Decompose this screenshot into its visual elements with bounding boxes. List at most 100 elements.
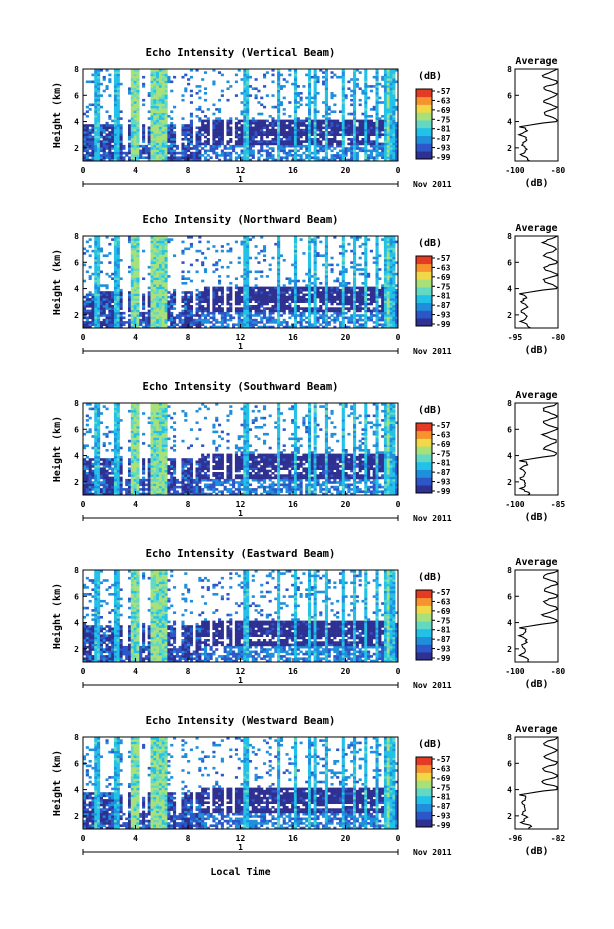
heatmap-cell [212, 314, 216, 317]
heatmap-cell [308, 105, 312, 109]
heatmap-cell [330, 298, 334, 301]
heatmap-cell [246, 300, 250, 303]
heatmap-cell [313, 85, 317, 88]
colorbar-band [416, 294, 432, 303]
heatmap-cell [338, 142, 343, 146]
heatmap-cell [257, 112, 261, 116]
heatmap-cell [341, 151, 345, 155]
heatmap-cell [150, 112, 154, 116]
heatmap-cell [161, 69, 165, 72]
heatmap-cell [136, 284, 140, 287]
heatmap-cell [277, 300, 281, 303]
heatmap-cell [246, 261, 250, 264]
heatmap-cell [91, 144, 95, 148]
heatmap-cell [386, 80, 390, 84]
heatmap-cell [94, 128, 98, 132]
heatmap-cell [108, 325, 112, 329]
heatmap-cell [299, 103, 303, 107]
heatmap-cell [271, 138, 275, 141]
heatmap-cell [392, 110, 396, 113]
heatmap-cell [136, 75, 140, 79]
heatmap-cell [223, 147, 227, 150]
heatmap-cell [293, 108, 298, 111]
heatmap-cell [386, 108, 390, 111]
heatmap-cell [240, 156, 244, 159]
heatmap-cell [350, 131, 354, 134]
heatmap-cell [113, 282, 118, 285]
heatmap-cell [164, 279, 168, 283]
heatmap-cell [293, 300, 298, 303]
heatmap-cell [234, 144, 238, 148]
heatmap-cell [113, 252, 118, 255]
heatmap-cell [381, 291, 385, 294]
heatmap-cell [383, 94, 388, 97]
heatmap-cell [369, 131, 373, 134]
heatmap-cell [341, 307, 345, 310]
heatmap-cell [353, 256, 357, 260]
heatmap-cell [130, 154, 134, 157]
heatmap-cell [347, 291, 351, 294]
heatmap-cell [198, 142, 202, 146]
heatmap-cell [375, 305, 379, 308]
heatmap-cell [218, 98, 222, 102]
heatmap-cell [291, 149, 295, 153]
heatmap-cell [330, 142, 334, 146]
heatmap-cell [386, 247, 390, 251]
heatmap-cell [133, 249, 137, 253]
heatmap-cell [189, 69, 193, 72]
heatmap-cell [355, 268, 359, 271]
heatmap-cell [313, 103, 317, 107]
heatmap-cell [173, 126, 177, 130]
heatmap-cell [375, 158, 379, 162]
heatmap-cell [302, 119, 306, 123]
heatmap-cell [246, 277, 250, 280]
heatmap-cell [158, 158, 163, 162]
heatmap-cell [156, 147, 160, 150]
heatmap-cell [102, 78, 106, 81]
heatmap-cell [142, 302, 146, 306]
heatmap-cell [153, 268, 157, 271]
heatmap-cell [133, 78, 137, 81]
heatmap-cell [248, 238, 253, 241]
heatmap-cell [263, 119, 267, 123]
heatmap-cell [158, 140, 163, 143]
heatmap-cell [389, 275, 393, 278]
heatmap-cell [175, 156, 179, 159]
heatmap-cell [119, 131, 123, 134]
heatmap-cell [116, 119, 120, 123]
heatmap-cell [97, 309, 101, 313]
heatmap-cell [257, 286, 261, 290]
heatmap-cell [161, 288, 165, 292]
heatmap-cell [195, 259, 199, 262]
heatmap-cell [203, 325, 208, 329]
heatmap-cell [333, 279, 337, 283]
heatmap-cell [94, 92, 98, 95]
heatmap-cell [153, 286, 157, 290]
heatmap-cell [111, 325, 115, 329]
heatmap-cell [206, 247, 210, 251]
heatmap-cell [327, 105, 331, 109]
heatmap-cell [254, 245, 258, 248]
heatmap-cell [164, 307, 168, 310]
heatmap-cell [341, 69, 345, 72]
heatmap-cell [161, 144, 165, 148]
heatmap-cell [156, 103, 160, 107]
heatmap-cell [246, 101, 250, 104]
heatmap-cell [153, 261, 157, 264]
heatmap-cell [319, 309, 323, 313]
heatmap-cell [296, 286, 300, 290]
heatmap-cell [324, 112, 328, 116]
heatmap-cell [156, 115, 160, 118]
panel-0: Echo Intensity (Vertical Beam)2468Height… [51, 47, 565, 189]
heatmap-cell [113, 156, 118, 159]
heatmap-cell [386, 302, 390, 306]
heatmap-cell [395, 108, 399, 111]
heatmap-cell [119, 128, 123, 132]
heatmap-cell [94, 314, 98, 317]
heatmap-cell [94, 124, 98, 127]
heatmap-cell [83, 309, 87, 313]
heatmap-cell [260, 154, 264, 157]
heatmap-cell [150, 156, 154, 159]
heatmap-cell [97, 94, 101, 97]
heatmap-cell [158, 73, 163, 77]
